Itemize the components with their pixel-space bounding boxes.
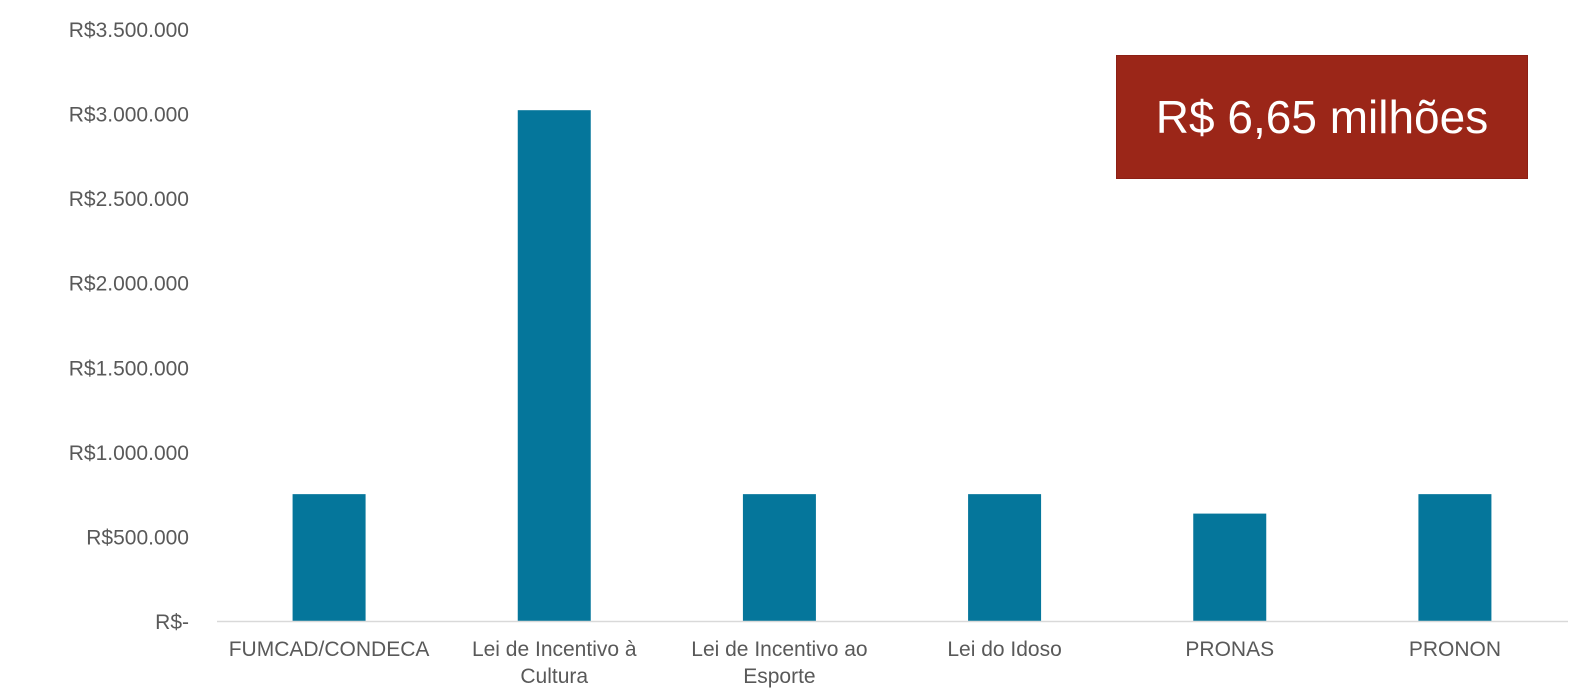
x-tick-label: PRONON (1409, 638, 1501, 661)
y-tick-label: R$2.500.000 (69, 188, 189, 211)
x-tick-label-line: FUMCAD/CONDECA (229, 638, 430, 661)
x-tick-label-line: PRONAS (1185, 638, 1274, 661)
x-tick-label: PRONAS (1185, 638, 1274, 661)
y-tick-label: R$500.000 (86, 526, 189, 549)
bar (292, 494, 366, 621)
x-tick-label-line: Lei de Incentivo ao (691, 638, 867, 661)
x-axis: FUMCAD/CONDECA Lei de Incentivo à CulturaL… (229, 638, 1501, 688)
x-tick-label-line: Cultura (520, 665, 588, 688)
y-tick-label: R$1.500.000 (69, 357, 189, 380)
x-tick-label: Lei de Incentivo à Cultura (472, 638, 637, 688)
bar (517, 110, 591, 621)
total-callout: R$ 6,65 milhões (1116, 55, 1528, 179)
x-tick-label-line: Lei de Incentivo à (472, 638, 637, 661)
y-tick-label: R$- (155, 611, 189, 634)
bar (1418, 494, 1492, 621)
x-tick-label: FUMCAD/CONDECA (229, 638, 430, 661)
total-callout-text: R$ 6,65 milhões (1155, 91, 1489, 143)
y-axis: R$- R$500.000 R$1.000.000 R$1.500.000 R$2.00… (69, 19, 189, 634)
x-tick-label: Lei do Idoso (947, 638, 1061, 661)
bar (968, 494, 1042, 621)
y-tick-label: R$3.500.000 (69, 19, 189, 42)
bars (292, 110, 1492, 621)
bar (1193, 513, 1267, 621)
y-tick-label: R$1.000.000 (69, 442, 189, 465)
y-tick-label: R$3.000.000 (69, 104, 189, 127)
x-tick-label-line: PRONON (1409, 638, 1501, 661)
y-tick-label: R$2.000.000 (69, 273, 189, 296)
x-tick-label-line: Esporte (743, 665, 815, 688)
x-tick-label: Lei de Incentivo ao Esporte (691, 638, 867, 688)
x-tick-label-line: Lei do Idoso (947, 638, 1061, 661)
bar (742, 494, 816, 621)
